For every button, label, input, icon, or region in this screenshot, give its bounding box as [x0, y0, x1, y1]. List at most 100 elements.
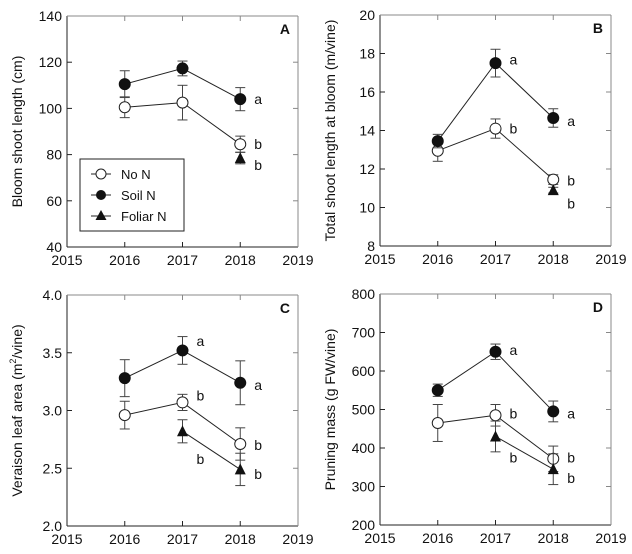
y-tick-label: 800: [352, 286, 376, 302]
x-tick-label: 2015: [364, 251, 395, 267]
y-tick-label: 40: [46, 239, 62, 255]
legend-marker-open-circle: [95, 168, 107, 180]
y-tick-label: 700: [352, 325, 376, 341]
x-tick-label: 2016: [422, 251, 453, 267]
legend-marker-triangle: [95, 210, 107, 220]
series-soil-n: [431, 48, 560, 149]
data-point-filled-circle: [547, 405, 560, 418]
significance-letter: a: [567, 405, 575, 421]
y-axis-title-part: Veraison leaf area (m: [9, 364, 25, 497]
data-point-filled-circle: [489, 345, 502, 358]
significance-letter: b: [254, 136, 262, 152]
data-point-triangle: [547, 184, 559, 196]
series-line: [182, 430, 241, 470]
y-axis-title: Veraison leaf area (m2/vine): [8, 324, 25, 496]
panel-a: 2015 2016 2017 2018 2019 40 60 80 100 120 140 Bloom…: [9, 8, 314, 268]
x-tick-label: 2017: [480, 251, 511, 267]
x-tick-label: 2018: [225, 252, 256, 268]
data-point-triangle: [234, 463, 246, 475]
data-point-open-circle: [234, 437, 247, 450]
series-foliar-n: [234, 151, 246, 165]
x-tick-label: 2019: [282, 252, 313, 268]
y-tick-label: 100: [39, 100, 63, 116]
y-tick-label: 300: [352, 479, 376, 495]
x-tick-label: 2016: [109, 252, 140, 268]
y-tick-label: 3.5: [43, 345, 63, 361]
panel-d: 2015 2016 2017 2018 2019 200 300 400 500 600 700 80…: [322, 286, 627, 546]
y-tick-label: 3.0: [43, 403, 63, 419]
data-point-triangle: [234, 152, 246, 164]
data-point-triangle: [490, 430, 501, 442]
legend-label: Soil N: [121, 188, 156, 203]
significance-letter: b: [510, 450, 518, 466]
y-tick-label: 8: [367, 238, 375, 254]
significance-letter: a: [567, 113, 575, 129]
y-tick-label: 120: [39, 54, 63, 70]
data-point-open-circle: [547, 173, 560, 186]
data-point-triangle: [177, 425, 188, 437]
data-point-filled-circle: [118, 78, 131, 91]
data-point-filled-circle: [234, 93, 247, 106]
y-tick-label: 16: [359, 84, 375, 100]
y-tick-label: 80: [46, 147, 62, 163]
panel-b: 2015 2016 2017 2018 2019 8 10 12 14 16 18 20 Total s…: [322, 7, 627, 267]
data-point-open-circle: [118, 409, 131, 422]
y-tick-label: 60: [46, 193, 62, 209]
data-point-open-circle: [176, 396, 189, 409]
y-tick-label: 140: [39, 8, 63, 24]
x-tick-label: 2018: [538, 251, 569, 267]
y-tick-label: 10: [359, 200, 375, 216]
x-tick-label: 2018: [538, 530, 569, 546]
data-point-filled-circle: [176, 62, 189, 75]
x-tick-label: 2017: [167, 531, 198, 547]
data-point-open-circle: [431, 416, 444, 429]
data-point-filled-circle: [234, 376, 247, 389]
significance-letter: a: [254, 91, 262, 107]
data-point-filled-circle: [431, 135, 444, 148]
x-tick-label: 2017: [480, 530, 511, 546]
y-tick-label: 14: [359, 123, 375, 139]
x-tick-label: 2018: [225, 531, 256, 547]
series-soil-n: [118, 60, 247, 112]
panel-letter: C: [280, 300, 290, 316]
data-point-filled-circle: [431, 384, 444, 397]
y-tick-label: 400: [352, 440, 376, 456]
series-no-n: [431, 118, 560, 186]
significance-letter: b: [567, 173, 575, 189]
x-tick-label: 2019: [595, 530, 626, 546]
series-foliar-n: [490, 420, 559, 486]
series-no-n: [118, 84, 247, 153]
x-tick-label: 2017: [167, 252, 198, 268]
y-tick-label: 18: [359, 46, 375, 62]
legend-label: No N: [121, 167, 151, 182]
panel-letter: D: [593, 299, 603, 315]
y-axis-title-superscript: 2: [8, 359, 18, 364]
data-point-open-circle: [489, 409, 502, 422]
significance-letter: a: [197, 333, 205, 349]
data-point-open-circle: [118, 101, 131, 114]
significance-letter: b: [197, 387, 205, 403]
significance-letter: b: [254, 157, 262, 173]
y-tick-label: 12: [359, 161, 375, 177]
data-point-filled-circle: [118, 372, 131, 385]
y-tick-label: 500: [352, 402, 376, 418]
legend: No N Soil N Foliar N: [79, 158, 185, 232]
significance-letter: b: [197, 451, 205, 467]
y-tick-label: 4.0: [43, 287, 63, 303]
series-line: [437, 351, 554, 412]
significance-letter: b: [254, 466, 262, 482]
panel-c: 2015 2016 2017 2018 2019 2.0 2.5 3.0 3.5 4.0 Verai…: [8, 287, 314, 547]
significance-letter: b: [567, 196, 575, 212]
x-tick-label: 2019: [282, 531, 313, 547]
y-tick-label: 20: [359, 7, 375, 23]
data-point-open-circle: [234, 138, 247, 151]
y-tick-label: 2.0: [43, 518, 63, 534]
data-point-open-circle: [176, 96, 189, 109]
significance-letter: b: [254, 437, 262, 453]
legend-marker-filled-circle: [96, 190, 106, 200]
y-axis-title: Total shoot length at bloom (m/vine): [322, 20, 338, 242]
significance-letter: a: [254, 377, 262, 393]
series-soil-n: [118, 336, 247, 406]
y-axis-title: Bloom shoot length (cm): [9, 56, 25, 208]
